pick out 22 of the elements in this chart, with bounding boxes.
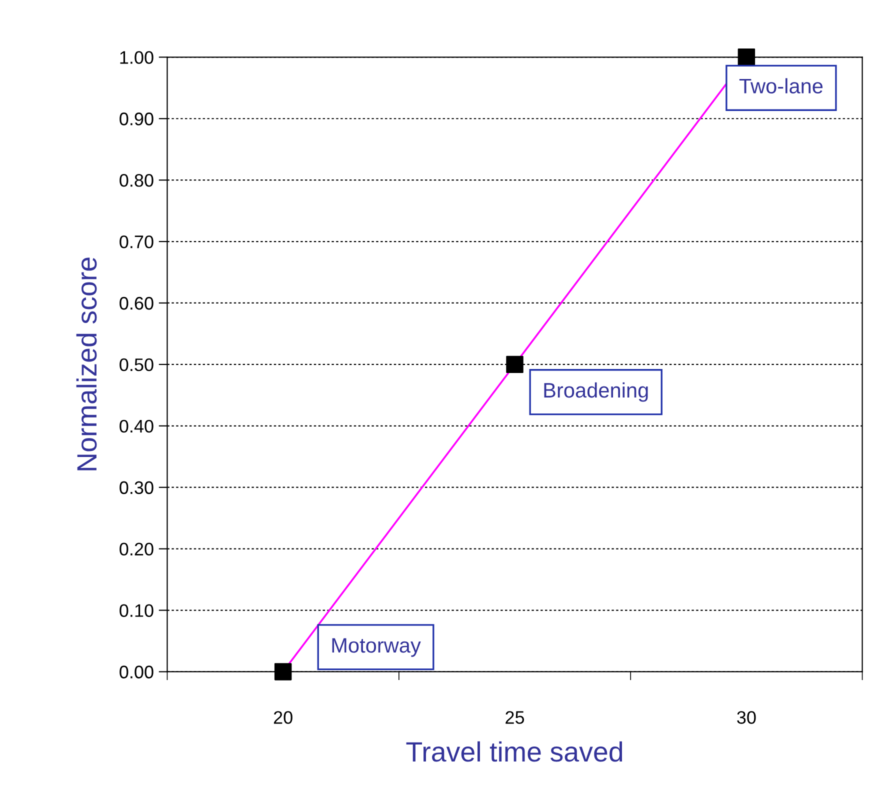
y-tick-label: 0.10	[120, 604, 154, 617]
annotation: Broadening	[544, 382, 648, 402]
y-tick-label: 0.70	[120, 235, 154, 248]
y-tick-label: 1.00	[120, 51, 154, 64]
y-tick-label: 0.90	[120, 112, 154, 126]
y-tick-label: 0.50	[120, 358, 154, 372]
point	[506, 356, 524, 374]
y-tick-label: 0.80	[120, 174, 154, 187]
point	[738, 48, 756, 66]
x-tick-label: 30	[737, 711, 756, 724]
annotation: Two-lane	[739, 78, 823, 94]
y-tick-label: 0.30	[120, 481, 154, 494]
x-tick-label: 25	[506, 711, 524, 724]
y-tick-label: 0.60	[120, 296, 154, 310]
y-tick-label: 0.20	[120, 542, 154, 556]
point	[274, 663, 292, 680]
x-axis-title: Travel time saved	[406, 741, 622, 762]
x-tick-label: 20	[274, 711, 292, 724]
y-tick-label: 0.40	[120, 420, 154, 433]
y-tick-label: 0.00	[120, 666, 154, 678]
y-axis-title: Normalized score	[76, 258, 97, 470]
annotation: Motorway	[332, 638, 421, 657]
